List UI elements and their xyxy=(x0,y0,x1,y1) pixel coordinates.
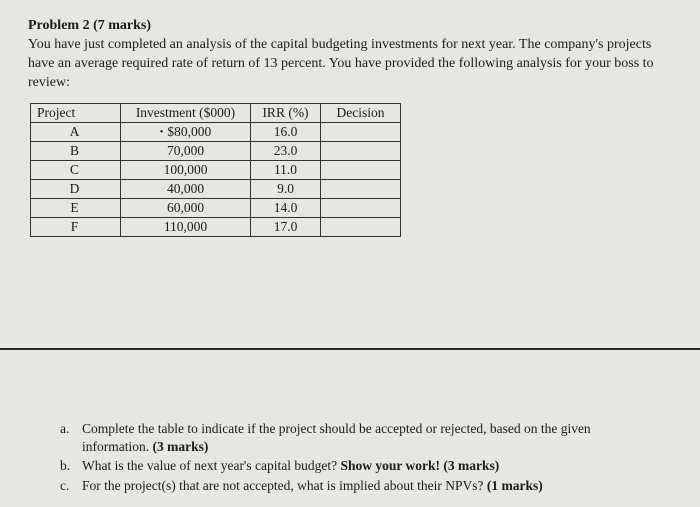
table-row: F 110,000 17.0 xyxy=(31,217,401,236)
header-decision: Decision xyxy=(321,103,401,122)
cell-investment: 70,000 xyxy=(121,141,251,160)
header-irr: IRR (%) xyxy=(251,103,321,122)
problem-title: Problem 2 (7 marks) xyxy=(28,18,672,34)
horizontal-rule xyxy=(0,348,700,350)
table-row: A •$80,000 16.0 xyxy=(31,122,401,141)
cell-investment: •$80,000 xyxy=(121,122,251,141)
table-row: E 60,000 14.0 xyxy=(31,198,401,217)
cell-decision xyxy=(321,122,401,141)
cell-decision xyxy=(321,179,401,198)
question-letter: a. xyxy=(60,420,82,456)
cell-irr: 14.0 xyxy=(251,198,321,217)
cell-project: F xyxy=(31,217,121,236)
cell-investment: 40,000 xyxy=(121,179,251,198)
cell-project: C xyxy=(31,160,121,179)
cell-decision xyxy=(321,141,401,160)
cell-decision xyxy=(321,198,401,217)
cell-project: A xyxy=(31,122,121,141)
project-table: Project Investment ($000) IRR (%) Decisi… xyxy=(30,103,401,237)
cell-decision xyxy=(321,217,401,236)
cell-project: B xyxy=(31,141,121,160)
cell-investment: 60,000 xyxy=(121,198,251,217)
question-body: For the project(s) that are not accepted… xyxy=(82,477,660,495)
question-letter: c. xyxy=(60,477,82,495)
cell-irr: 11.0 xyxy=(251,160,321,179)
question-marks: (1 marks) xyxy=(487,478,543,493)
question-letter: b. xyxy=(60,457,82,475)
question-c: c. For the project(s) that are not accep… xyxy=(60,477,660,495)
question-bold: Show your work! (3 marks) xyxy=(340,458,499,473)
cell-project: D xyxy=(31,179,121,198)
question-b: b. What is the value of next year's capi… xyxy=(60,457,660,475)
cell-irr: 9.0 xyxy=(251,179,321,198)
question-marks: (3 marks) xyxy=(153,439,209,454)
question-body: Complete the table to indicate if the pr… xyxy=(82,420,660,456)
table-row: B 70,000 23.0 xyxy=(31,141,401,160)
cell-decision xyxy=(321,160,401,179)
header-investment: Investment ($000) xyxy=(121,103,251,122)
cell-project: E xyxy=(31,198,121,217)
cell-irr: 17.0 xyxy=(251,217,321,236)
question-body: What is the value of next year's capital… xyxy=(82,457,660,475)
data-table-wrapper: Project Investment ($000) IRR (%) Decisi… xyxy=(30,103,672,237)
table-row: D 40,000 9.0 xyxy=(31,179,401,198)
page-content: Problem 2 (7 marks) You have just comple… xyxy=(0,0,700,237)
cell-irr: 23.0 xyxy=(251,141,321,160)
question-text: For the project(s) that are not accepted… xyxy=(82,478,487,493)
question-a: a. Complete the table to indicate if the… xyxy=(60,420,660,456)
header-project: Project xyxy=(31,103,121,122)
cell-investment: 110,000 xyxy=(121,217,251,236)
table-header-row: Project Investment ($000) IRR (%) Decisi… xyxy=(31,103,401,122)
cell-investment-value: $80,000 xyxy=(167,124,211,139)
questions-list: a. Complete the table to indicate if the… xyxy=(60,420,660,496)
cell-irr: 16.0 xyxy=(251,122,321,141)
problem-body: You have just completed an analysis of t… xyxy=(28,36,672,93)
table-row: C 100,000 11.0 xyxy=(31,160,401,179)
cell-investment: 100,000 xyxy=(121,160,251,179)
question-text: What is the value of next year's capital… xyxy=(82,458,340,473)
